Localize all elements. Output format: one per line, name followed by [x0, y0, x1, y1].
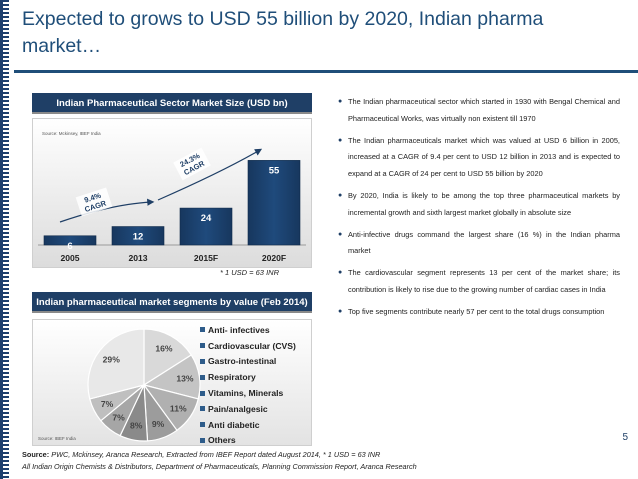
segments-pie-chart: 16% 13% 11% 9% 8% 7% 7% 29% — [87, 328, 201, 442]
legend-item: Cardiovascular (CVS) — [200, 338, 310, 354]
segments-header: Indian pharmaceutical market segments by… — [32, 292, 312, 313]
usd-note: * 1 USD = 63 INR — [220, 268, 279, 277]
bullet-item: ● The cardiovascular segment represents 1… — [338, 265, 620, 298]
page-number: 5 — [622, 432, 628, 443]
pie-value-label: 11% — [170, 403, 187, 413]
pie-value-label: 7% — [112, 413, 125, 423]
bullet-dot-icon: ● — [338, 136, 343, 144]
x-tick-label: 2005 — [60, 253, 79, 263]
bullet-dot-icon: ● — [338, 191, 343, 199]
footer-source: Source: PWC, Mckinsey, Aranca Research, … — [22, 449, 417, 473]
bullet-text: Anti-infective drugs command the largest… — [348, 229, 620, 256]
pie-value-label: 9% — [152, 419, 165, 429]
bar-value-label: 6 — [67, 241, 72, 252]
market-size-source: Source: Mckinsey, IBEF India — [42, 131, 101, 136]
footer-source-label: Source: — [22, 450, 50, 459]
bullet-dot-icon: ● — [338, 269, 343, 277]
legend-swatch — [200, 374, 205, 380]
legend-label: Respiratory — [208, 372, 256, 383]
legend-item: Pain/analgesic — [200, 401, 310, 417]
title-divider — [14, 70, 638, 73]
cagr-label: 9.4%CAGR — [75, 187, 113, 217]
legend-swatch — [200, 406, 205, 412]
bar-2005 — [43, 235, 97, 246]
left-stripe-decoration — [0, 0, 9, 479]
legend-item: Vitamins, Minerals — [200, 385, 310, 401]
pie-value-label: 16% — [155, 344, 173, 354]
legend-label: Anti diabetic — [208, 419, 260, 430]
legend-swatch — [200, 327, 205, 333]
bar-value-label: 12 — [133, 232, 144, 243]
bullet-dot-icon: ● — [338, 308, 343, 316]
bullet-item: ● By 2020, India is likely to be among th… — [338, 188, 620, 221]
pie-slice — [143, 328, 193, 387]
legend-item: Others — [200, 433, 310, 449]
bullet-dot-icon: ● — [338, 98, 343, 105]
legend-item: Anti- infectives — [200, 322, 310, 338]
pie-value-label: 8% — [130, 421, 143, 431]
legend-item: Respiratory — [200, 369, 310, 385]
legend-item: Gastro-intestinal — [200, 354, 310, 370]
cagr-arrow — [59, 198, 155, 223]
bullet-text: Top five segments contribute nearly 57 p… — [348, 307, 605, 317]
legend-swatch — [200, 437, 205, 443]
legend-item: Anti diabetic — [200, 417, 310, 433]
cagr-arrow — [157, 148, 263, 201]
legend-swatch — [200, 343, 205, 349]
bullet-text: By 2020, India is likely to be among the… — [348, 190, 620, 217]
footer-source-line2: All Indian Origin Chemists & Distributor… — [22, 462, 417, 471]
legend-label: Cardiovascular (CVS) — [208, 340, 296, 351]
segments-legend: Anti- infectives Cardiovascular (CVS) Gast… — [200, 322, 310, 448]
bullet-item: ● The Indian pharmaceutical sector which … — [338, 94, 620, 127]
bullet-text: The Indian pharmaceutical sector which s… — [348, 97, 620, 123]
pie-value-label: 13% — [176, 374, 194, 384]
footer-source-line1: PWC, Mckinsey, Aranca Research, Extracte… — [49, 450, 381, 459]
bullet-dot-icon: ● — [338, 230, 343, 238]
market-size-header: Indian Pharmaceutical Sector Market Size… — [32, 93, 312, 114]
legend-label: Pain/analgesic — [208, 403, 268, 414]
pie-value-label: 29% — [103, 355, 121, 365]
bar-value-label: 55 — [269, 165, 280, 176]
legend-swatch — [200, 358, 205, 364]
segments-source: Source: IBEF India — [38, 436, 76, 441]
legend-swatch — [200, 390, 205, 396]
bar-2020F — [247, 160, 301, 246]
slide-title: Expected to grows to USD 55 billion by 2… — [22, 8, 544, 57]
legend-label: Vitamins, Minerals — [208, 388, 284, 399]
x-tick-label: 2020F — [262, 253, 286, 263]
pie-value-label: 7% — [101, 399, 114, 409]
legend-label: Anti- infectives — [208, 324, 270, 335]
bullet-text: The Indian pharmaceuticals market which … — [348, 135, 620, 178]
bar-2015F — [179, 207, 233, 246]
bar-value-label: 24 — [201, 213, 212, 224]
legend-label: Others — [208, 435, 236, 446]
legend-swatch — [200, 422, 205, 428]
bullet-item: ● Top five segments contribute nearly 57 … — [338, 304, 620, 321]
x-tick-label: 2013 — [128, 253, 147, 263]
pie-slice — [87, 328, 145, 400]
x-tick-label: 2015F — [194, 253, 218, 263]
cagr-label: 24.3%CAGR — [173, 147, 211, 181]
bullet-text: The cardiovascular segment represents 13… — [348, 268, 620, 294]
legend-label: Gastro-intestinal — [208, 356, 277, 367]
bar-2013 — [111, 226, 165, 246]
bullet-item: ● Anti-infective drugs command the larges… — [338, 227, 620, 260]
bullet-item: ● The Indian pharmaceuticals market which… — [338, 133, 620, 183]
bullet-list: ● The Indian pharmaceutical sector which … — [338, 94, 620, 326]
